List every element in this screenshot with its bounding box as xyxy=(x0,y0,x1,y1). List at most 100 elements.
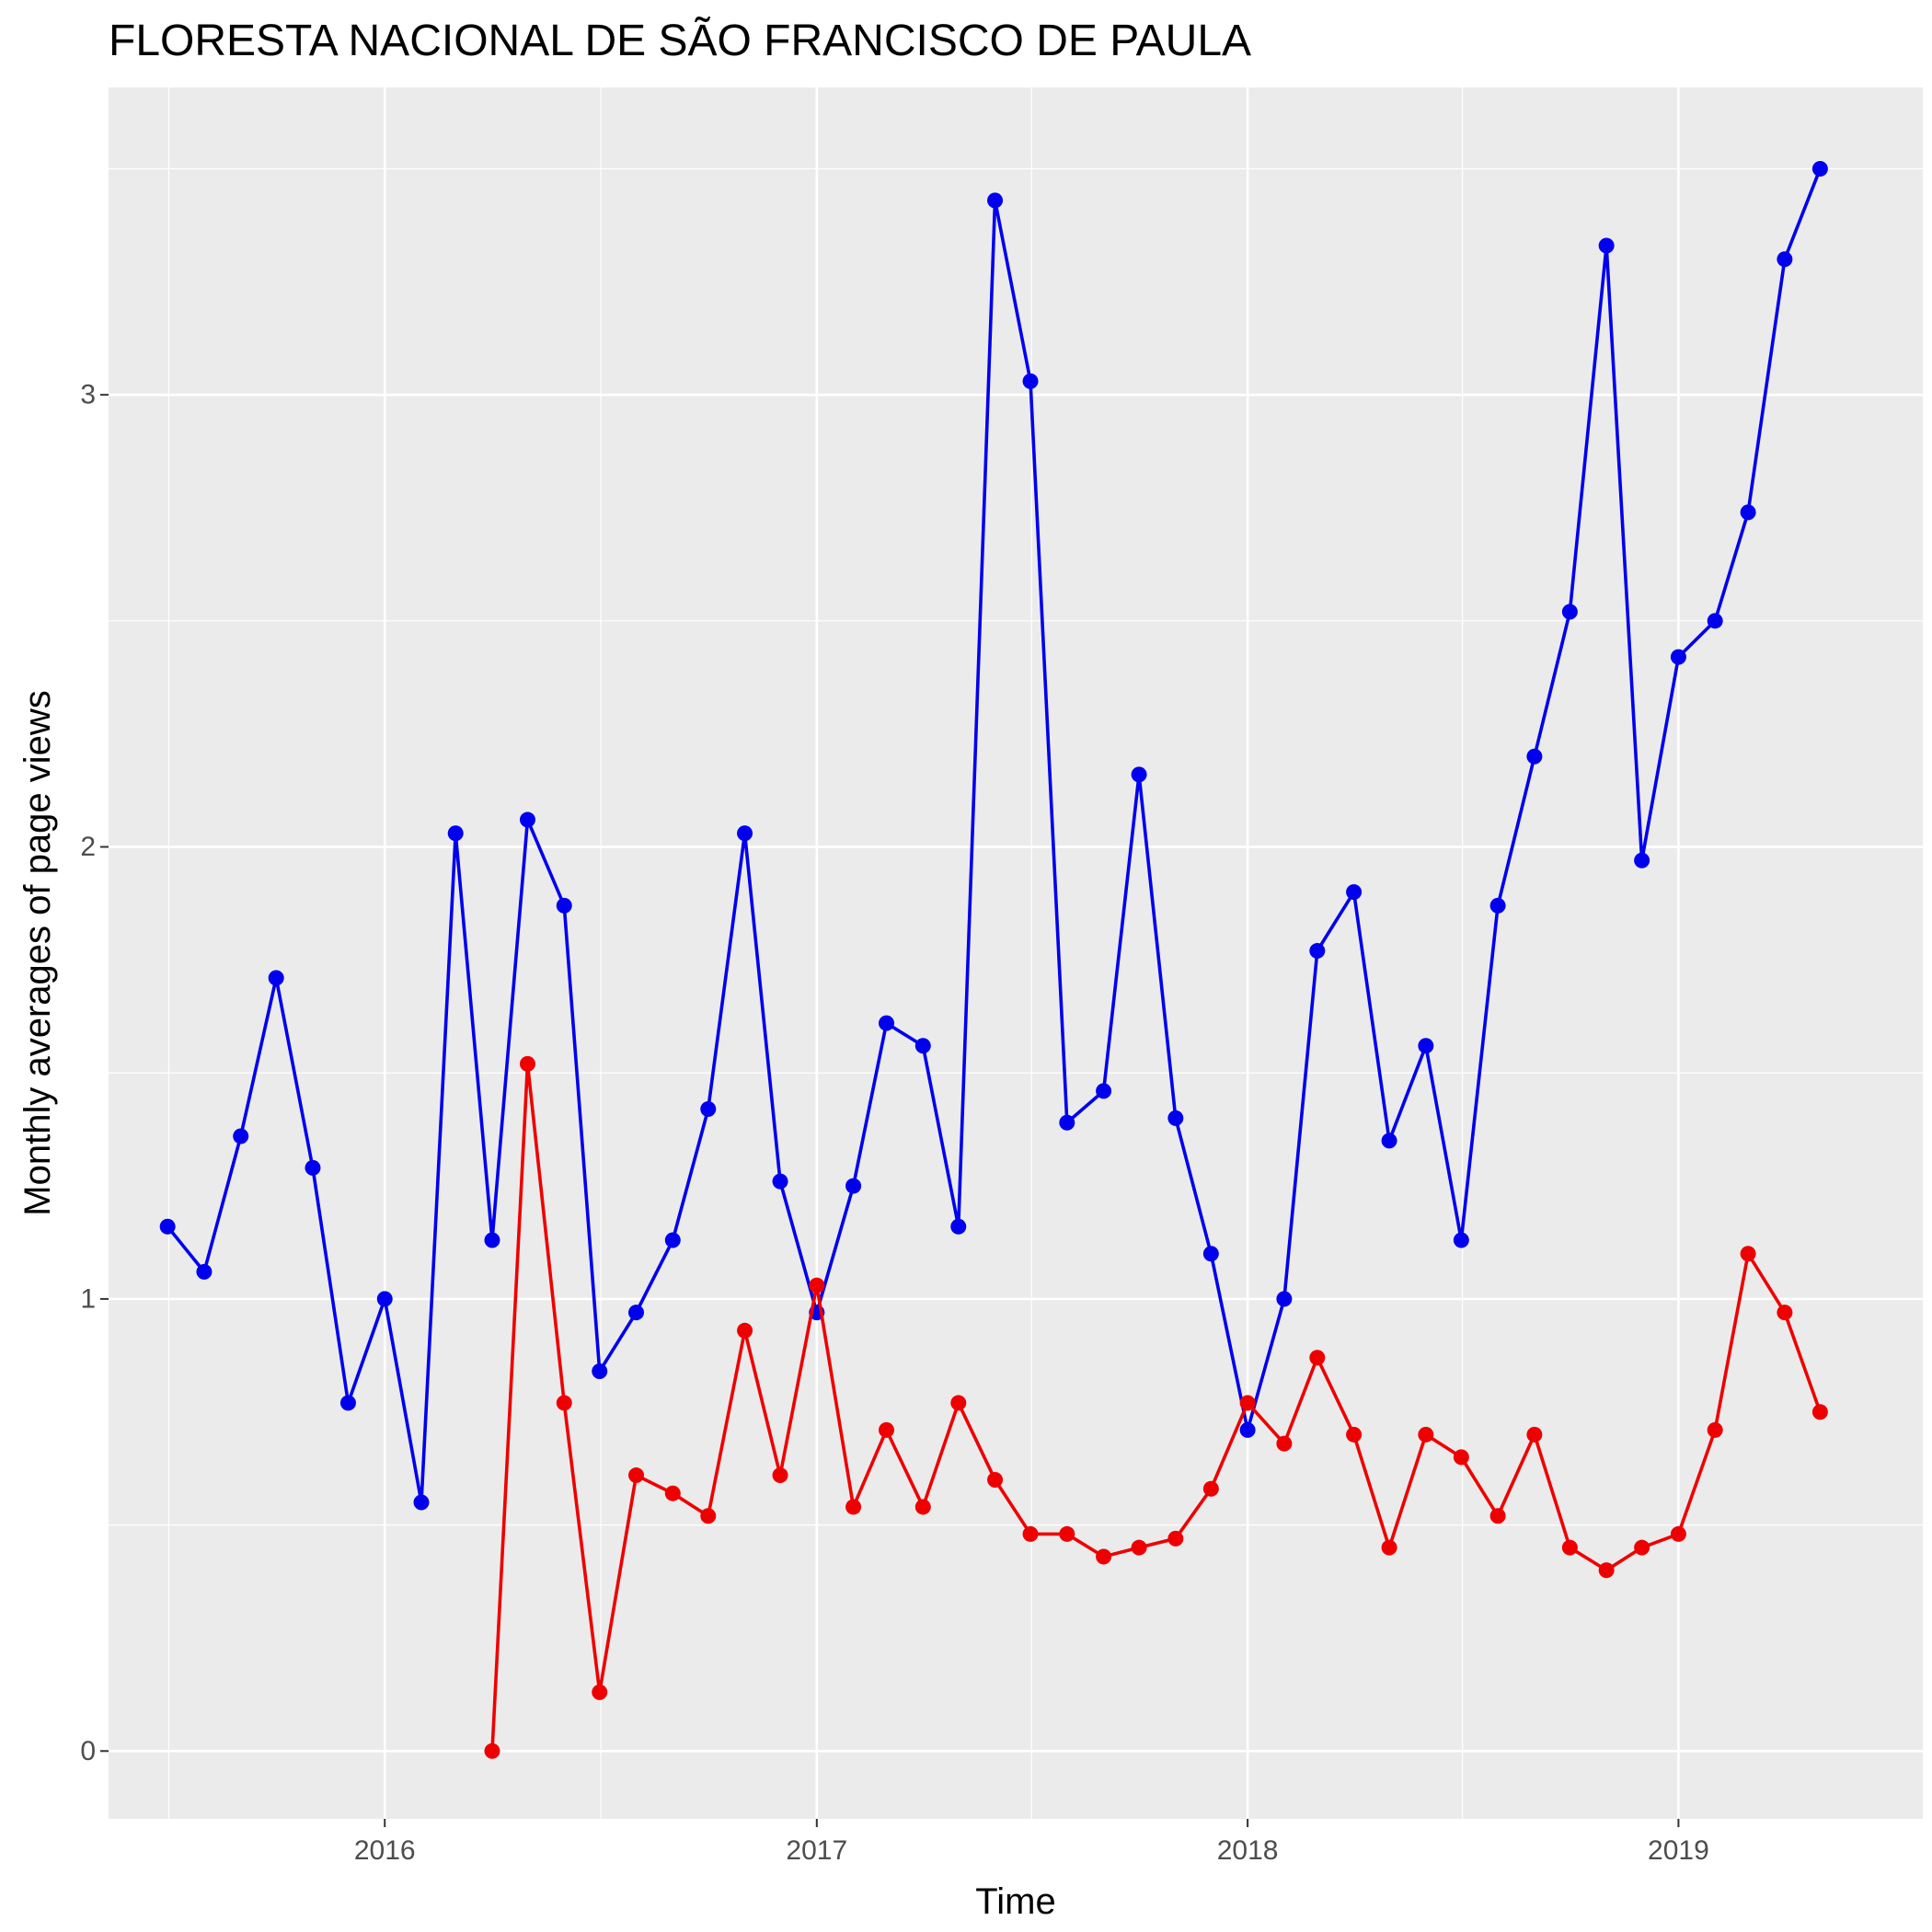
data-point xyxy=(1740,504,1756,521)
data-point xyxy=(1418,1038,1434,1054)
data-point xyxy=(628,1305,645,1321)
data-point xyxy=(1239,1421,1256,1438)
data-point xyxy=(1598,1562,1615,1579)
series-layer xyxy=(159,160,1828,1759)
data-point xyxy=(1131,766,1147,783)
data-point xyxy=(1811,160,1828,177)
data-point xyxy=(737,825,753,842)
data-point xyxy=(159,1218,176,1235)
data-point xyxy=(1346,1426,1363,1443)
data-point xyxy=(413,1494,430,1511)
data-point xyxy=(1526,1426,1543,1443)
data-point xyxy=(1634,1539,1650,1556)
data-point xyxy=(519,1055,535,1072)
data-point xyxy=(1418,1426,1434,1443)
series-0 xyxy=(159,160,1828,1511)
data-point xyxy=(1707,613,1723,629)
data-point xyxy=(1561,604,1578,620)
data-point xyxy=(1707,1421,1723,1438)
data-point xyxy=(845,1499,862,1515)
data-point xyxy=(1598,237,1615,254)
data-point xyxy=(1346,884,1363,901)
data-point xyxy=(845,1178,862,1194)
data-point xyxy=(700,1101,717,1118)
series-1 xyxy=(484,1055,1828,1759)
data-point xyxy=(447,825,464,842)
y-axis-title: Monthly averages of page views xyxy=(17,690,58,1215)
x-axis-title: Time xyxy=(975,1881,1055,1922)
chart-title: FLORESTA NACIONAL DE SÃO FRANCISCO DE PA… xyxy=(109,16,1251,65)
data-point xyxy=(879,1015,895,1031)
data-point xyxy=(1096,1083,1112,1099)
data-point xyxy=(233,1128,249,1144)
data-point xyxy=(1381,1539,1397,1556)
y-tick-label: 1 xyxy=(80,1283,96,1314)
data-point xyxy=(556,1395,572,1411)
data-point xyxy=(196,1263,213,1280)
data-point xyxy=(484,1742,500,1759)
data-point xyxy=(1059,1525,1075,1542)
data-point xyxy=(376,1291,393,1307)
data-point xyxy=(484,1232,500,1248)
data-point xyxy=(1381,1133,1397,1149)
data-point xyxy=(664,1232,681,1248)
data-point xyxy=(1561,1539,1578,1556)
data-point xyxy=(339,1395,356,1411)
data-point xyxy=(1276,1291,1293,1307)
y-tick-label: 3 xyxy=(80,380,96,410)
data-point xyxy=(1453,1449,1469,1466)
x-axis: 2016 2017 2018 2019 xyxy=(354,1819,1709,1866)
data-point xyxy=(1202,1480,1219,1497)
data-point xyxy=(914,1038,931,1054)
data-point xyxy=(737,1322,753,1339)
data-point xyxy=(1309,1350,1326,1366)
data-point xyxy=(628,1467,645,1484)
data-point xyxy=(1202,1246,1219,1262)
x-tick-label: 2018 xyxy=(1217,1835,1279,1866)
y-axis: 0 1 2 3 xyxy=(80,380,109,1766)
data-point xyxy=(950,1218,967,1235)
data-point xyxy=(1811,1404,1828,1420)
data-point xyxy=(1239,1395,1256,1411)
data-point xyxy=(1489,897,1506,914)
data-point xyxy=(987,192,1004,209)
data-point xyxy=(879,1421,895,1438)
data-point xyxy=(772,1467,788,1484)
x-tick-label: 2016 xyxy=(354,1835,416,1866)
data-point xyxy=(1096,1548,1112,1565)
data-point xyxy=(556,897,572,914)
data-point xyxy=(1131,1539,1147,1556)
data-point xyxy=(987,1471,1004,1488)
data-point xyxy=(1309,943,1326,960)
data-point xyxy=(1670,1525,1686,1542)
plot-panel xyxy=(109,87,1923,1819)
x-tick-label: 2017 xyxy=(786,1835,847,1866)
data-point xyxy=(1022,373,1039,389)
data-point xyxy=(1276,1435,1293,1452)
data-point xyxy=(772,1173,788,1190)
data-point xyxy=(268,970,284,986)
data-point xyxy=(1489,1508,1506,1524)
data-point xyxy=(592,1684,608,1700)
y-tick-label: 2 xyxy=(80,832,96,862)
data-point xyxy=(809,1277,825,1294)
data-point xyxy=(664,1485,681,1501)
data-point xyxy=(305,1159,321,1176)
y-tick-label: 0 xyxy=(80,1736,96,1766)
data-point xyxy=(1740,1246,1756,1262)
data-point xyxy=(1167,1110,1184,1126)
data-point xyxy=(592,1363,608,1380)
data-point xyxy=(1777,251,1793,268)
data-point xyxy=(1526,748,1543,765)
data-point xyxy=(914,1499,931,1515)
data-point xyxy=(950,1395,967,1411)
data-point xyxy=(1777,1305,1793,1321)
data-point xyxy=(1022,1525,1039,1542)
data-point xyxy=(1059,1114,1075,1131)
data-point xyxy=(519,811,535,828)
x-tick-label: 2019 xyxy=(1648,1835,1709,1866)
data-point xyxy=(1670,649,1686,665)
data-point xyxy=(700,1508,717,1524)
data-point xyxy=(1453,1232,1469,1248)
major-gridlines xyxy=(109,87,1923,1819)
